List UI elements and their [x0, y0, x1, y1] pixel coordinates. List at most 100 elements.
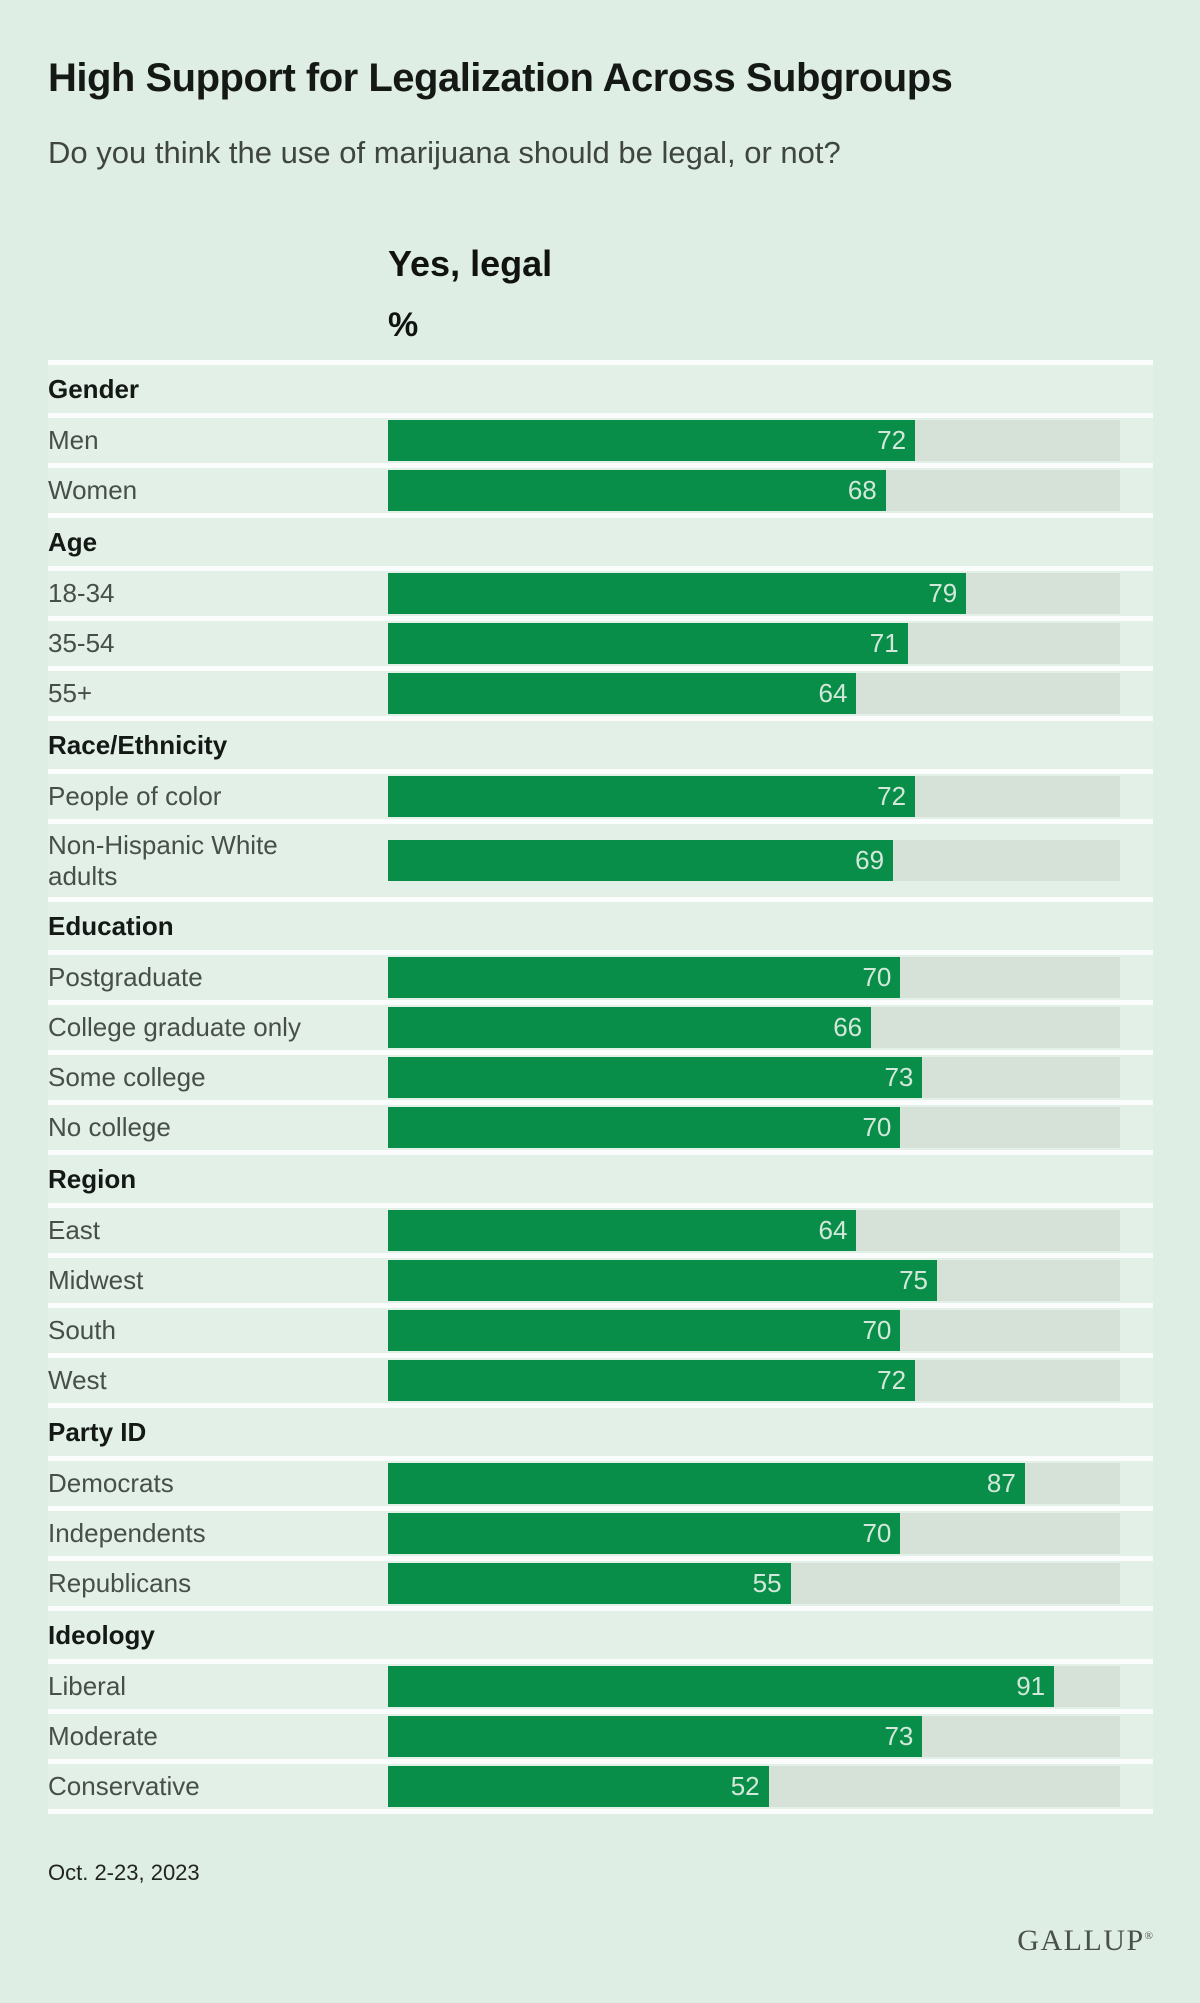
row-label: Postgraduate [48, 962, 203, 992]
bar-value: 55 [752, 1568, 782, 1598]
chart-row: Some college 73 [48, 1050, 1153, 1100]
bar-value: 70 [862, 1315, 892, 1345]
chart-row: East 64 [48, 1203, 1153, 1253]
row-label: 35-54 [48, 628, 115, 658]
row-label: Democrats [48, 1468, 174, 1498]
section-header-label: Ideology [48, 1619, 155, 1650]
row-label: Independents [48, 1518, 206, 1548]
bar-value: 71 [869, 628, 899, 658]
bar-fill: 70 [388, 957, 901, 998]
bar-track: 73 [388, 1716, 1120, 1757]
bar-fill: 64 [388, 1210, 857, 1251]
bar-value: 73 [884, 1062, 914, 1092]
page-subtitle: Do you think the use of marijuana should… [48, 135, 841, 170]
section-header-label: Age [48, 526, 98, 557]
row-label: Non-Hispanic White adults [48, 829, 278, 891]
section-header-row: Race/Ethnicity [48, 716, 1153, 769]
bar-track: 70 [388, 957, 1120, 998]
bar-value: 75 [899, 1265, 928, 1295]
bar-fill: 73 [388, 1716, 923, 1757]
chart-row: No college 70 [48, 1100, 1153, 1150]
bar-fill: 70 [388, 1107, 901, 1148]
section-header-row: Ideology [48, 1606, 1153, 1659]
bar-track: 72 [388, 420, 1120, 461]
registered-mark: ® [1144, 1930, 1153, 1942]
bar-fill: 72 [388, 1360, 916, 1401]
column-header: Yes, legal [388, 243, 553, 284]
row-label: East [48, 1215, 101, 1245]
bar-track: 75 [388, 1260, 1120, 1301]
bar-value: 73 [884, 1721, 914, 1751]
bar-fill: 73 [388, 1057, 923, 1098]
bar-fill: 55 [388, 1563, 791, 1604]
row-label: Liberal [48, 1671, 127, 1701]
row-label: South [48, 1315, 116, 1345]
bar-value: 69 [855, 845, 885, 875]
chart-row: Conservative 52 [48, 1759, 1153, 1809]
bar-track: 55 [388, 1563, 1120, 1604]
chart-row: Men 72 [48, 413, 1153, 463]
row-label: Moderate [48, 1721, 158, 1751]
bar-track: 70 [388, 1310, 1120, 1351]
bar-value: 52 [730, 1771, 760, 1801]
bar-value: 68 [847, 475, 877, 505]
bar-value: 64 [818, 1215, 848, 1245]
bar-fill: 69 [388, 840, 894, 881]
bar-track: 91 [388, 1666, 1120, 1707]
bar-value: 70 [862, 962, 892, 992]
bar-fill: 72 [388, 420, 916, 461]
bar-fill: 75 [388, 1260, 937, 1301]
section-header-row: Education [48, 897, 1153, 950]
row-label: Women [48, 475, 138, 505]
section-header-row: Age [48, 513, 1153, 566]
row-label: Some college [48, 1062, 206, 1092]
bar-track: 71 [388, 623, 1120, 664]
row-label: Conservative [48, 1771, 200, 1801]
bar-fill: 68 [388, 470, 886, 511]
section-header-row: Gender [48, 360, 1153, 413]
bar-track: 72 [388, 776, 1120, 817]
chart-row: Democrats 87 [48, 1456, 1153, 1506]
section-header-row: Region [48, 1150, 1153, 1203]
bar-value: 66 [833, 1012, 863, 1042]
row-label: Republicans [48, 1568, 192, 1598]
bar-value: 72 [877, 1365, 907, 1395]
chart-row: Postgraduate 70 [48, 950, 1153, 1000]
bar-track: 64 [388, 1210, 1120, 1251]
bar-track: 66 [388, 1007, 1120, 1048]
bar-fill: 52 [388, 1766, 769, 1807]
section-header-label: Party ID [48, 1416, 147, 1447]
content: High Support for Legalization Across Sub… [48, 56, 1153, 1957]
bar-track: 73 [388, 1057, 1120, 1098]
row-label: College graduate only [48, 1012, 301, 1042]
chart-row: West 72 [48, 1353, 1153, 1403]
bar-fill: 64 [388, 673, 857, 714]
chart-row: South 70 [48, 1303, 1153, 1353]
row-label: West [48, 1365, 107, 1395]
chart-row: Liberal 91 [48, 1659, 1153, 1709]
bar-fill: 91 [388, 1666, 1055, 1707]
chart-row: Republicans 55 [48, 1556, 1153, 1606]
chart-row: Independents 70 [48, 1506, 1153, 1556]
bar-fill: 72 [388, 776, 916, 817]
bar-value: 64 [818, 678, 848, 708]
bar-value: 72 [877, 425, 907, 455]
bar-value: 70 [862, 1112, 892, 1142]
bar-value: 91 [1016, 1671, 1046, 1701]
bar-fill: 79 [388, 573, 967, 614]
bar-track: 69 [388, 840, 1120, 881]
bar-track: 87 [388, 1463, 1120, 1504]
gallup-logo: GALLUP® [48, 1920, 1153, 1957]
chart-row: People of color 72 [48, 769, 1153, 819]
bar-track: 64 [388, 673, 1120, 714]
section-header-label: Race/Ethnicity [48, 729, 228, 760]
section-header-label: Region [48, 1163, 137, 1194]
row-label: No college [48, 1112, 171, 1142]
chart-row: College graduate only 66 [48, 1000, 1153, 1050]
unit-label: % [388, 306, 419, 344]
date-note: Oct. 2-23, 2023 [48, 1860, 200, 1885]
bar-track: 52 [388, 1766, 1120, 1807]
bar-value: 72 [877, 781, 907, 811]
bar-value: 87 [986, 1468, 1016, 1498]
